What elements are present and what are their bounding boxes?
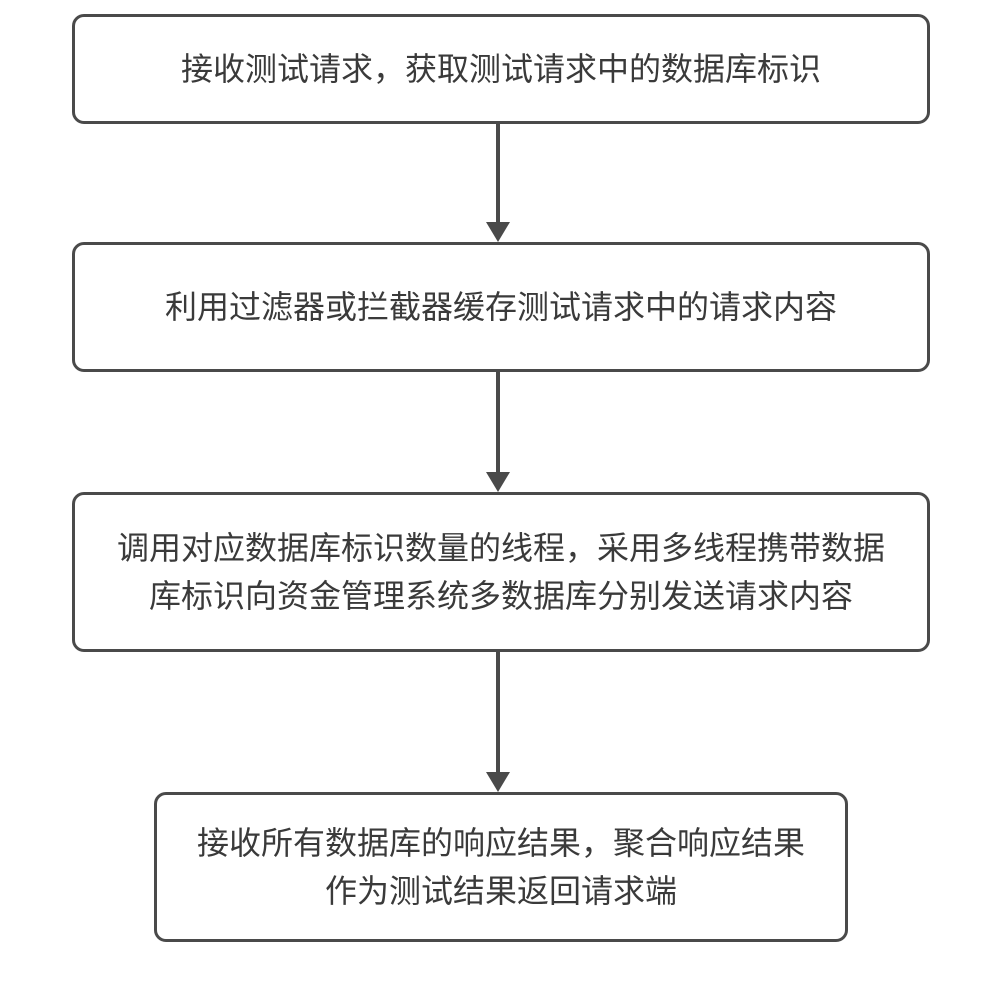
- flowchart-container: 接收测试请求，获取测试请求中的数据库标识 利用过滤器或拦截器缓存测试请求中的请求…: [0, 0, 1000, 996]
- node-4-text: 接收所有数据库的响应结果，聚合响应结果作为测试结果返回请求端: [187, 819, 815, 915]
- node-2-text: 利用过滤器或拦截器缓存测试请求中的请求内容: [105, 283, 897, 331]
- node-3-text: 调用对应数据库标识数量的线程，采用多线程携带数据库标识向资金管理系统多数据库分别…: [105, 524, 897, 620]
- arrow-line-3: [496, 652, 500, 772]
- arrow-line-1: [496, 124, 500, 222]
- flowchart-node-2: 利用过滤器或拦截器缓存测试请求中的请求内容: [72, 242, 930, 372]
- flowchart-node-3: 调用对应数据库标识数量的线程，采用多线程携带数据库标识向资金管理系统多数据库分别…: [72, 492, 930, 652]
- node-1-text: 接收测试请求，获取测试请求中的数据库标识: [105, 45, 897, 93]
- arrow-head-1: [486, 222, 510, 242]
- flowchart-node-4: 接收所有数据库的响应结果，聚合响应结果作为测试结果返回请求端: [154, 792, 848, 942]
- arrow-line-2: [496, 372, 500, 472]
- arrow-head-3: [486, 772, 510, 792]
- flowchart-node-1: 接收测试请求，获取测试请求中的数据库标识: [72, 14, 930, 124]
- arrow-head-2: [486, 472, 510, 492]
